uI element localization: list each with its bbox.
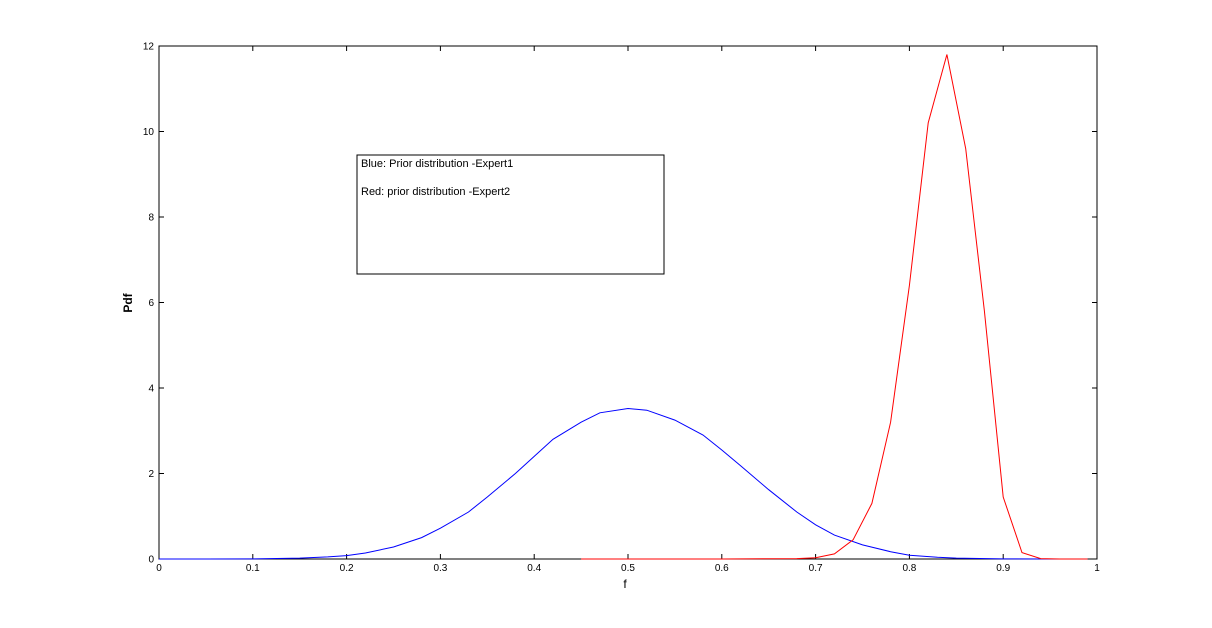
x-tick-label: 1 [1094, 563, 1100, 574]
y-tick-label: 10 [143, 127, 155, 138]
annotation-box: Blue: Prior distribution -Expert1 Red: p… [356, 154, 665, 275]
plot-area [158, 45, 1098, 560]
y-tick-label: 4 [148, 384, 154, 395]
y-tick-label: 6 [148, 298, 154, 309]
y-tick-label: 2 [148, 469, 154, 480]
x-tick-label: 0.1 [246, 563, 260, 574]
series-layer [159, 54, 1088, 560]
annotation-line-expert1: Blue: Prior distribution -Expert1 [361, 158, 513, 170]
x-axis-label: f [623, 577, 627, 591]
y-axis-ticks: 0 2 4 6 8 10 12 [143, 42, 1097, 566]
annotation-line-expert2: Red: prior distribution -Expert2 [361, 186, 510, 198]
x-axis-ticks: 0 0.1 0.2 0.3 0.4 0.5 0.6 0.7 0.8 0.9 1 [156, 46, 1100, 574]
x-tick-label: 0.9 [996, 563, 1010, 574]
x-tick-label: 0.3 [433, 563, 447, 574]
y-tick-label: 0 [148, 555, 154, 566]
x-tick-label: 0.7 [809, 563, 823, 574]
y-axis-label: Pdf [121, 292, 135, 312]
y-tick-label: 12 [143, 42, 155, 53]
series-line-red [581, 54, 1088, 560]
x-tick-label: 0.2 [340, 563, 354, 574]
x-tick-label: 0.6 [715, 563, 729, 574]
annotation-frame [356, 154, 665, 275]
y-tick-label: 8 [148, 213, 154, 224]
x-tick-label: 0.5 [621, 563, 635, 574]
x-tick-label: 0.8 [902, 563, 916, 574]
x-tick-label: 0.4 [527, 563, 541, 574]
series-line-blue [159, 407, 1088, 560]
x-tick-label: 0 [156, 563, 162, 574]
